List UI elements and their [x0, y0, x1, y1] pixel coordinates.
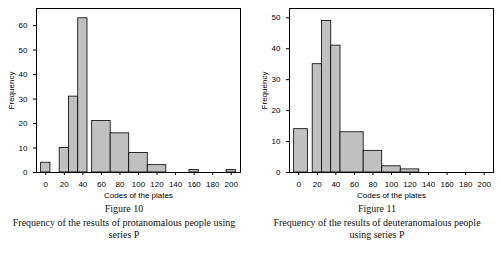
svg-text:0: 0 [44, 180, 49, 189]
svg-text:140: 140 [169, 180, 183, 189]
svg-text:100: 100 [385, 180, 399, 189]
svg-text:50: 50 [272, 13, 281, 22]
svg-text:60: 60 [350, 180, 359, 189]
svg-text:180: 180 [459, 180, 473, 189]
svg-text:50: 50 [19, 46, 28, 55]
svg-text:Frequency: Frequency [260, 72, 269, 110]
svg-text:20: 20 [272, 106, 281, 115]
svg-text:40: 40 [78, 180, 87, 189]
html-text:Figure 11: Figure 11 [357, 203, 397, 214]
svg-text:40: 40 [331, 180, 340, 189]
svg-text:30: 30 [272, 75, 281, 84]
svg-text:80: 80 [116, 180, 125, 189]
svg-text:10: 10 [19, 144, 28, 153]
svg-text:100: 100 [132, 180, 146, 189]
html-text:Figure 10: Figure 10 [104, 203, 144, 214]
svg-text:30: 30 [19, 95, 28, 104]
svg-text:40: 40 [272, 44, 281, 53]
svg-text:20: 20 [60, 180, 69, 189]
svg-text:Codes of the plates: Codes of the plates [357, 191, 426, 200]
svg-text:Frequency: Frequency [7, 72, 16, 110]
svg-text:60: 60 [97, 180, 106, 189]
svg-text:0: 0 [276, 168, 281, 177]
svg-text:160: 160 [440, 180, 454, 189]
svg-text:20: 20 [19, 119, 28, 128]
svg-text:40: 40 [19, 70, 28, 79]
svg-text:200: 200 [478, 180, 492, 189]
svg-text:120: 120 [150, 180, 164, 189]
svg-text:80: 80 [369, 180, 378, 189]
svg-text:160: 160 [187, 180, 201, 189]
svg-text:140: 140 [422, 180, 436, 189]
svg-text:20: 20 [313, 180, 322, 189]
svg-text:180: 180 [206, 180, 220, 189]
svg-text:0: 0 [23, 168, 28, 177]
html-text:Frequency of the results of pr: Frequency of the results of protanomalou… [12, 217, 236, 240]
svg-text:120: 120 [403, 180, 417, 189]
svg-text:60: 60 [19, 21, 28, 30]
html-text:Frequency of the results of de: Frequency of the results of deuteranomal… [273, 217, 481, 240]
svg-text:200: 200 [225, 180, 239, 189]
svg-text:10: 10 [272, 137, 281, 146]
svg-text:Codes of the plates: Codes of the plates [104, 191, 173, 200]
svg-text:0: 0 [297, 180, 302, 189]
